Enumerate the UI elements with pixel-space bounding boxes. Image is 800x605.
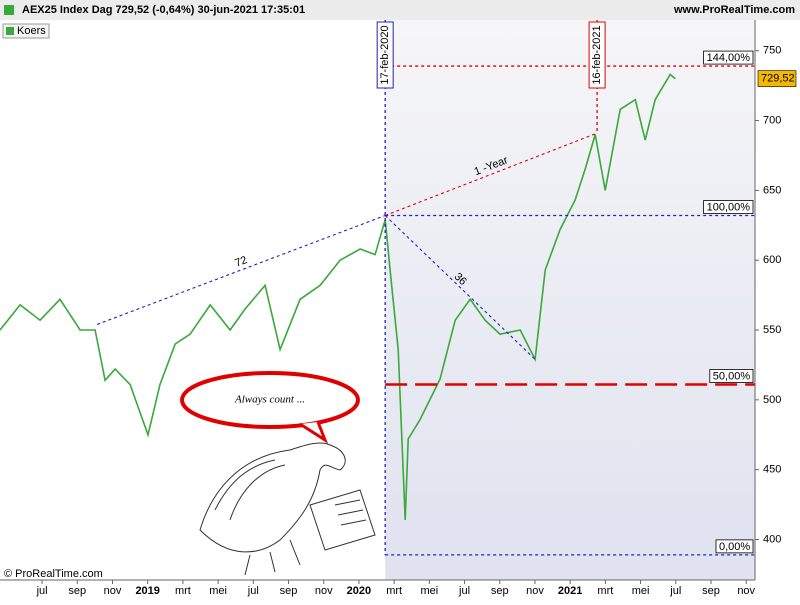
- x-tick-label: sep: [702, 585, 720, 597]
- header-bar: [0, 0, 800, 20]
- last-price-label: 729,52: [761, 73, 795, 85]
- x-tick-label: jul: [458, 585, 470, 597]
- level-label: 100,00%: [707, 201, 751, 213]
- shaded-region: [385, 20, 755, 580]
- legend-label: Koers: [17, 25, 46, 37]
- x-tick-label: jul: [669, 585, 681, 597]
- level-label-box: [703, 50, 754, 65]
- source: www.ProRealTime.com: [673, 4, 795, 16]
- trendline: [96, 214, 386, 325]
- y-tick-label: 650: [763, 184, 781, 196]
- x-tick-label: 2020: [347, 585, 371, 597]
- x-tick-label: nov: [526, 585, 544, 597]
- x-tick-label: mei: [209, 585, 227, 597]
- level-label: 144,00%: [707, 52, 751, 64]
- copyright: © ProRealTime.com: [4, 568, 103, 580]
- x-tick-label: nov: [104, 585, 122, 597]
- price-line: [0, 73, 676, 521]
- y-tick-label: 500: [763, 394, 781, 406]
- bubble-tail: [299, 421, 329, 444]
- annotation: Always count ...: [234, 394, 305, 406]
- trendline-label: 72: [233, 254, 249, 270]
- vertical-label-box: [588, 21, 606, 89]
- chart-title: AEX25 Index Dag 729,52 (-0,64%) 30-jun-2…: [22, 4, 305, 16]
- vertical-label: 16-feb-2021: [591, 25, 603, 84]
- level-label-box: [703, 200, 754, 214]
- x-tick-label: nov: [315, 585, 333, 597]
- x-tick-label: mei: [420, 585, 438, 597]
- trendline: [384, 215, 536, 360]
- x-tick-label: mrt: [175, 585, 191, 597]
- x-tick-label: mrt: [597, 585, 613, 597]
- vertical-label: 17-feb-2020: [379, 25, 391, 84]
- level-label-box: [715, 539, 754, 554]
- y-tick-label: 700: [763, 114, 781, 126]
- y-tick-label: 600: [763, 254, 781, 266]
- x-tick-label: mei: [632, 585, 650, 597]
- last-price-box: [757, 70, 797, 87]
- level-label: 50,00%: [713, 370, 751, 382]
- vulture-sketch: [199, 442, 376, 576]
- x-tick-label: jul: [247, 585, 259, 597]
- legend-swatch: [6, 27, 14, 35]
- legend-box: [2, 23, 50, 39]
- vertical-label-box: [376, 21, 394, 89]
- x-tick-label: 2021: [558, 585, 582, 597]
- logo: [4, 5, 14, 15]
- y-tick-label: 450: [763, 464, 781, 476]
- x-tick-label: mrt: [386, 585, 402, 597]
- axis-panel: [755, 20, 800, 580]
- x-tick-label: sep: [491, 585, 509, 597]
- y-tick-label: 750: [763, 45, 781, 57]
- speech-bubble: [180, 371, 360, 429]
- x-tick-label: jul: [36, 585, 48, 597]
- x-tick-label: sep: [280, 585, 298, 597]
- level-label: 0,00%: [719, 541, 750, 553]
- x-tick-label: 2019: [135, 585, 159, 597]
- y-tick-label: 550: [763, 324, 781, 336]
- level-label-box: [709, 369, 754, 383]
- x-tick-label: sep: [68, 585, 86, 597]
- x-tick-label: nov: [737, 585, 755, 597]
- y-tick-label: 400: [763, 533, 781, 545]
- trendline: [384, 132, 598, 217]
